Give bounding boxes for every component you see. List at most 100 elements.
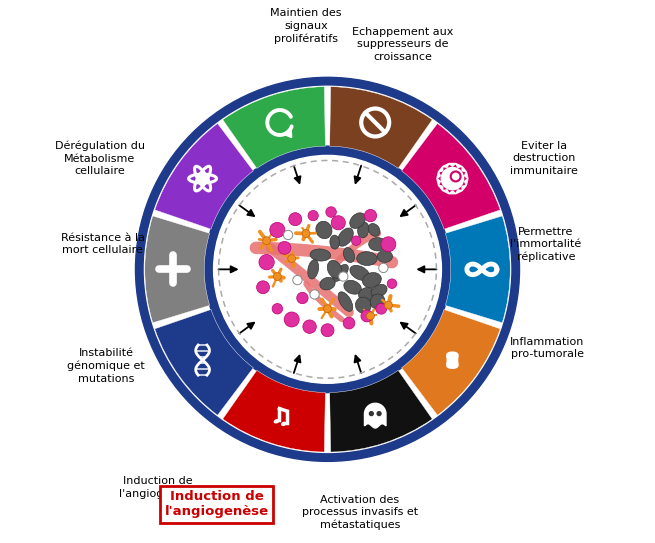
Text: Activation des
processus invasifs et
métastatiques: Activation des processus invasifs et mét…: [302, 495, 418, 531]
Polygon shape: [443, 163, 449, 167]
Ellipse shape: [370, 294, 385, 310]
Circle shape: [204, 146, 451, 393]
Ellipse shape: [308, 260, 318, 279]
Circle shape: [302, 230, 310, 237]
Circle shape: [326, 207, 337, 217]
Circle shape: [377, 412, 381, 415]
Ellipse shape: [377, 250, 392, 262]
Text: Induction de
l'angiogenèse: Induction de l'angiogenèse: [119, 476, 197, 500]
Circle shape: [136, 77, 519, 462]
Wedge shape: [329, 87, 432, 168]
Polygon shape: [438, 185, 443, 191]
Ellipse shape: [358, 222, 369, 238]
Circle shape: [257, 281, 269, 294]
Circle shape: [272, 304, 282, 314]
Circle shape: [331, 216, 345, 230]
Ellipse shape: [316, 221, 332, 238]
Wedge shape: [145, 216, 210, 323]
Ellipse shape: [358, 288, 375, 301]
Text: Instabilité
génomique et
mutations: Instabilité génomique et mutations: [67, 349, 145, 384]
Circle shape: [387, 279, 397, 288]
Wedge shape: [223, 87, 326, 168]
Text: Dérégulation du
Métabolisme
cellulaire: Dérégulation du Métabolisme cellulaire: [55, 141, 145, 176]
Circle shape: [381, 237, 396, 252]
Circle shape: [310, 290, 319, 299]
Ellipse shape: [338, 292, 353, 311]
Circle shape: [214, 155, 441, 383]
Polygon shape: [464, 172, 468, 179]
Circle shape: [270, 223, 285, 237]
Ellipse shape: [333, 264, 348, 281]
Circle shape: [361, 310, 373, 322]
Polygon shape: [456, 163, 462, 167]
Ellipse shape: [281, 422, 287, 426]
Circle shape: [364, 210, 377, 222]
Circle shape: [376, 304, 386, 314]
Wedge shape: [402, 123, 500, 229]
Ellipse shape: [362, 273, 381, 288]
Polygon shape: [447, 352, 458, 368]
Circle shape: [293, 275, 302, 285]
Ellipse shape: [371, 285, 387, 298]
Wedge shape: [223, 370, 326, 452]
Circle shape: [288, 255, 295, 263]
Circle shape: [308, 211, 318, 221]
Circle shape: [273, 273, 281, 280]
Polygon shape: [364, 403, 386, 428]
Ellipse shape: [330, 235, 339, 249]
Ellipse shape: [357, 252, 377, 266]
Circle shape: [200, 175, 206, 181]
Circle shape: [441, 167, 464, 191]
Circle shape: [297, 292, 308, 304]
Ellipse shape: [350, 213, 365, 229]
Wedge shape: [402, 310, 500, 415]
Polygon shape: [438, 167, 443, 172]
Polygon shape: [464, 179, 468, 185]
Text: Induction de
l'angiogenèse: Induction de l'angiogenèse: [164, 490, 269, 519]
Circle shape: [324, 305, 331, 313]
Circle shape: [384, 301, 392, 309]
Circle shape: [352, 236, 361, 245]
Ellipse shape: [368, 224, 380, 236]
Ellipse shape: [328, 261, 342, 279]
Text: Permettre
l'immortalité
réplicative: Permettre l'immortalité réplicative: [510, 226, 582, 262]
Ellipse shape: [343, 248, 354, 262]
Circle shape: [339, 272, 348, 281]
Text: Eviter la
destruction
immunitaire: Eviter la destruction immunitaire: [510, 141, 578, 176]
Wedge shape: [155, 123, 253, 229]
Circle shape: [145, 86, 510, 452]
Circle shape: [278, 242, 291, 254]
Polygon shape: [462, 167, 466, 172]
Polygon shape: [462, 185, 466, 191]
Ellipse shape: [369, 238, 386, 251]
Ellipse shape: [320, 277, 335, 290]
Text: Maintien des
signaux
prolifératifs: Maintien des signaux prolifératifs: [271, 8, 342, 43]
Text: Résistance à la
mort cellulaire: Résistance à la mort cellulaire: [61, 233, 145, 255]
Wedge shape: [155, 310, 253, 415]
Polygon shape: [449, 163, 456, 166]
Circle shape: [367, 312, 375, 320]
Circle shape: [452, 173, 460, 180]
Ellipse shape: [344, 280, 362, 294]
Polygon shape: [456, 190, 462, 194]
Circle shape: [449, 171, 462, 182]
Text: Echappement aux
suppresseurs de
croissance: Echappement aux suppresseurs de croissan…: [352, 27, 453, 61]
Ellipse shape: [274, 419, 279, 424]
Polygon shape: [449, 191, 456, 194]
Circle shape: [289, 213, 302, 226]
Circle shape: [303, 320, 316, 333]
Polygon shape: [437, 172, 440, 179]
Circle shape: [369, 412, 373, 415]
Circle shape: [284, 230, 293, 239]
Ellipse shape: [350, 266, 369, 281]
Text: Inflammation
pro-tumorale: Inflammation pro-tumorale: [510, 337, 584, 359]
Ellipse shape: [310, 249, 331, 261]
Circle shape: [379, 263, 388, 273]
Circle shape: [343, 317, 355, 329]
Ellipse shape: [356, 297, 371, 313]
Circle shape: [263, 237, 271, 245]
Ellipse shape: [337, 228, 353, 246]
Wedge shape: [445, 216, 510, 323]
Polygon shape: [437, 179, 440, 185]
Circle shape: [259, 255, 274, 270]
